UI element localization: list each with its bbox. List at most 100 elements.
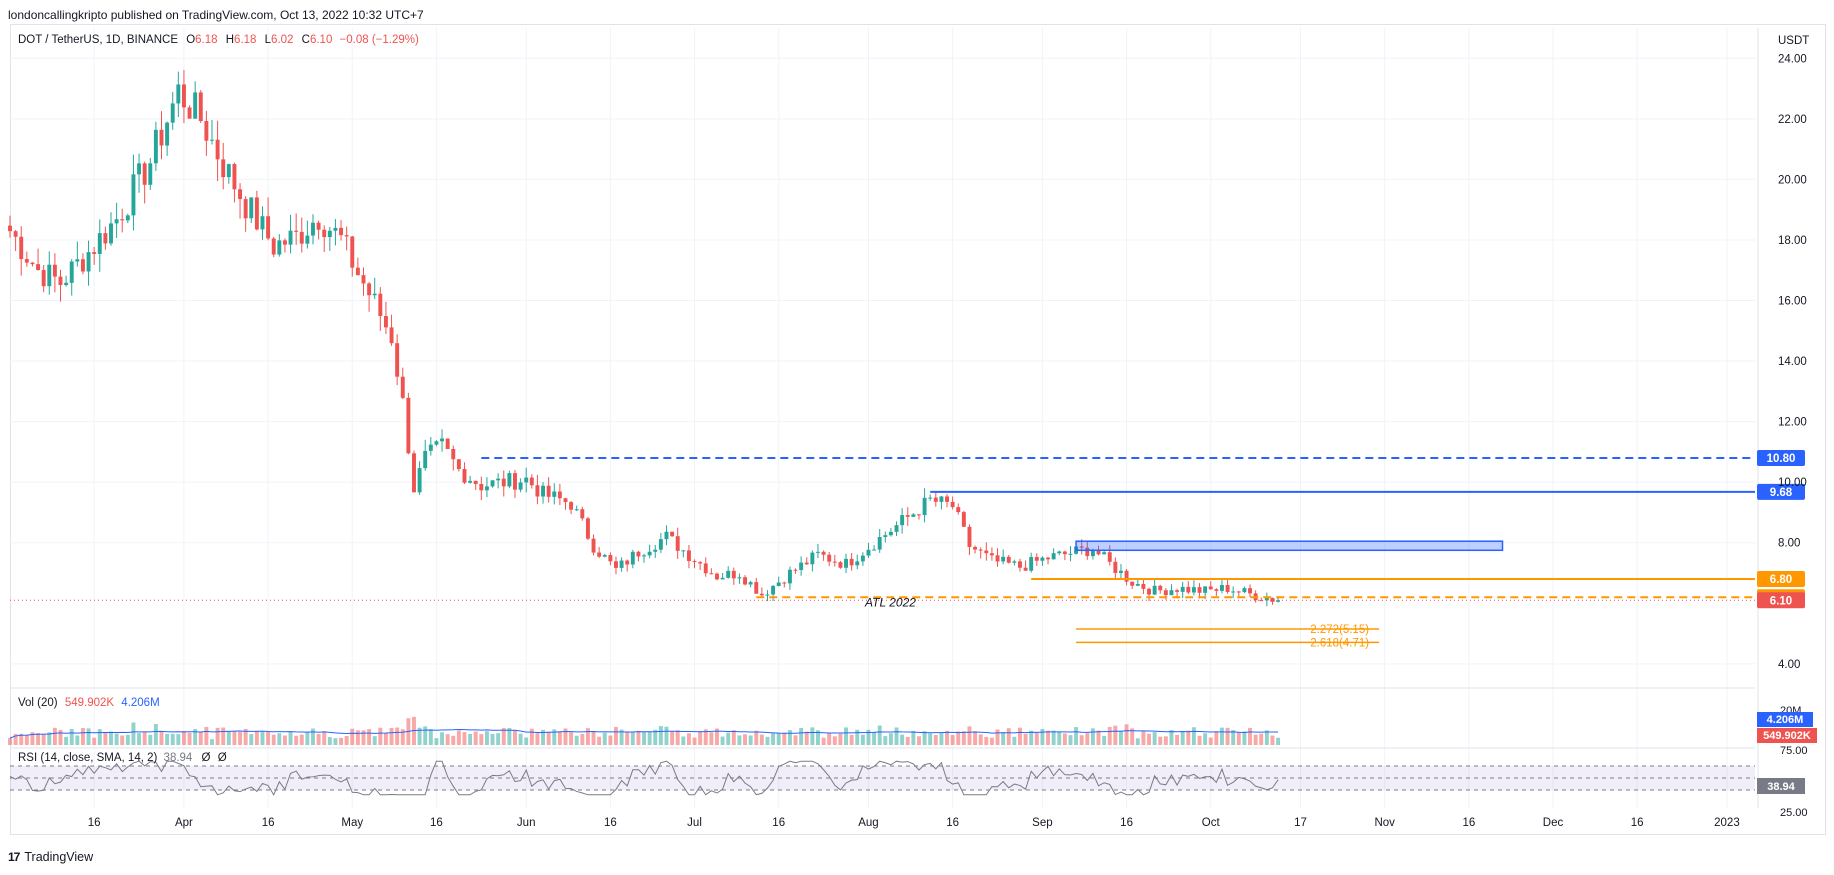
price-tick-label: 8.00	[1778, 538, 1800, 550]
price-badge	[1757, 571, 1805, 588]
volume-bar	[630, 732, 635, 745]
volume-bar	[1018, 727, 1022, 745]
candle-body	[238, 189, 243, 200]
candle-body	[894, 525, 899, 532]
candle-body	[743, 577, 747, 585]
rsi-label[interactable]: RSI (14, close, SMA, 14, 2)	[18, 752, 158, 764]
candle-body	[1180, 586, 1185, 592]
candle-body	[288, 230, 293, 245]
candle-body	[1242, 588, 1247, 593]
close-label: C	[301, 34, 310, 46]
volume-bar	[591, 731, 596, 745]
candle-body	[838, 562, 843, 568]
volume-bar	[47, 732, 52, 745]
candle-body	[412, 453, 416, 493]
volume-bar	[810, 727, 815, 745]
candle-body	[1090, 550, 1095, 557]
candle-body	[153, 129, 158, 164]
candle-body	[670, 531, 675, 537]
volume-bar	[973, 731, 978, 745]
time-tick-label: Sep	[1032, 817, 1052, 829]
volume-bar	[529, 728, 534, 745]
volume-bar	[64, 736, 69, 745]
volume-bar	[120, 735, 125, 745]
candle-body	[1096, 550, 1101, 555]
volume-bar	[383, 732, 388, 745]
volume-bar	[1242, 731, 1247, 745]
candle-body	[193, 92, 198, 119]
volume-bar	[1141, 730, 1146, 745]
volume-bar	[372, 736, 377, 745]
rsi-extra-2: Ø	[217, 752, 227, 764]
volume-bar	[664, 726, 669, 745]
volume-bar	[866, 729, 871, 745]
volume-bar	[1231, 730, 1236, 745]
volume-bar	[844, 727, 848, 745]
volume-bar	[518, 733, 523, 745]
volume-bar	[311, 728, 315, 745]
volume-bar	[513, 730, 517, 745]
volume-bar	[36, 733, 41, 745]
time-tick-label: Dec	[1543, 817, 1564, 829]
footer-brand[interactable]: TradingView	[24, 850, 94, 864]
candle-body	[636, 551, 641, 557]
volume-bar	[911, 730, 916, 745]
open-label: O	[186, 34, 196, 46]
volume-bar	[1208, 737, 1213, 745]
volume-bar	[748, 735, 753, 745]
candle-body	[13, 231, 18, 237]
time-tick-label: 17	[1294, 817, 1307, 829]
candle-body	[1197, 587, 1202, 593]
price-badge	[1757, 592, 1805, 609]
candle-body	[984, 550, 989, 554]
candle-body	[1034, 557, 1039, 561]
rsi-value-badge-label: 38.94	[1767, 781, 1795, 793]
volume-bar	[546, 732, 551, 745]
volume-bar	[165, 733, 170, 745]
candle-body	[344, 235, 349, 237]
close-value: 6.10	[309, 34, 333, 46]
candle-body	[1141, 584, 1146, 589]
candle-body	[1068, 553, 1073, 555]
candle-body	[109, 223, 113, 244]
candle-body	[75, 259, 80, 262]
volume-bar	[1051, 730, 1056, 745]
volume-bar	[243, 728, 248, 745]
rsi-legend: RSI (14, close, SMA, 14, 2) 38.94 Ø Ø	[18, 752, 227, 764]
candle-body	[120, 219, 125, 221]
volume-bar	[1180, 731, 1185, 745]
symbol-name[interactable]: DOT / TetherUS, 1D, BINANCE	[18, 34, 178, 46]
candle-body	[507, 473, 512, 487]
volume-bar	[922, 731, 927, 745]
candle-body	[254, 197, 259, 230]
volume-bar	[608, 735, 613, 745]
volume-bar	[434, 738, 439, 745]
volume-bar	[1034, 732, 1039, 745]
volume-label[interactable]: Vol (20)	[18, 697, 58, 709]
candle-body	[86, 252, 91, 272]
volume-bar	[294, 735, 299, 745]
volume-bar	[468, 733, 473, 745]
rsi-tick-label: 75.00	[1780, 745, 1808, 757]
candle-body	[877, 536, 882, 550]
candle-body	[501, 478, 506, 487]
volume-bar	[1163, 736, 1168, 745]
candle-body	[619, 560, 624, 568]
volume-bar	[473, 731, 478, 745]
candle-body	[1062, 551, 1067, 555]
candle-body	[243, 199, 248, 219]
volume-bar	[950, 734, 955, 745]
volume-bar	[1259, 733, 1264, 745]
volume-bar	[1236, 731, 1241, 745]
volume-bar	[787, 730, 792, 745]
candle-body	[137, 163, 142, 175]
volume-bar	[19, 733, 24, 745]
price-tick-label: 4.00	[1778, 659, 1800, 671]
price-tick-label: 12.00	[1778, 417, 1807, 429]
volume-bar	[367, 729, 372, 745]
volume-bar	[877, 725, 882, 745]
volume-bar	[1124, 724, 1129, 745]
candle-body	[1158, 585, 1163, 591]
candle-body	[664, 531, 669, 540]
